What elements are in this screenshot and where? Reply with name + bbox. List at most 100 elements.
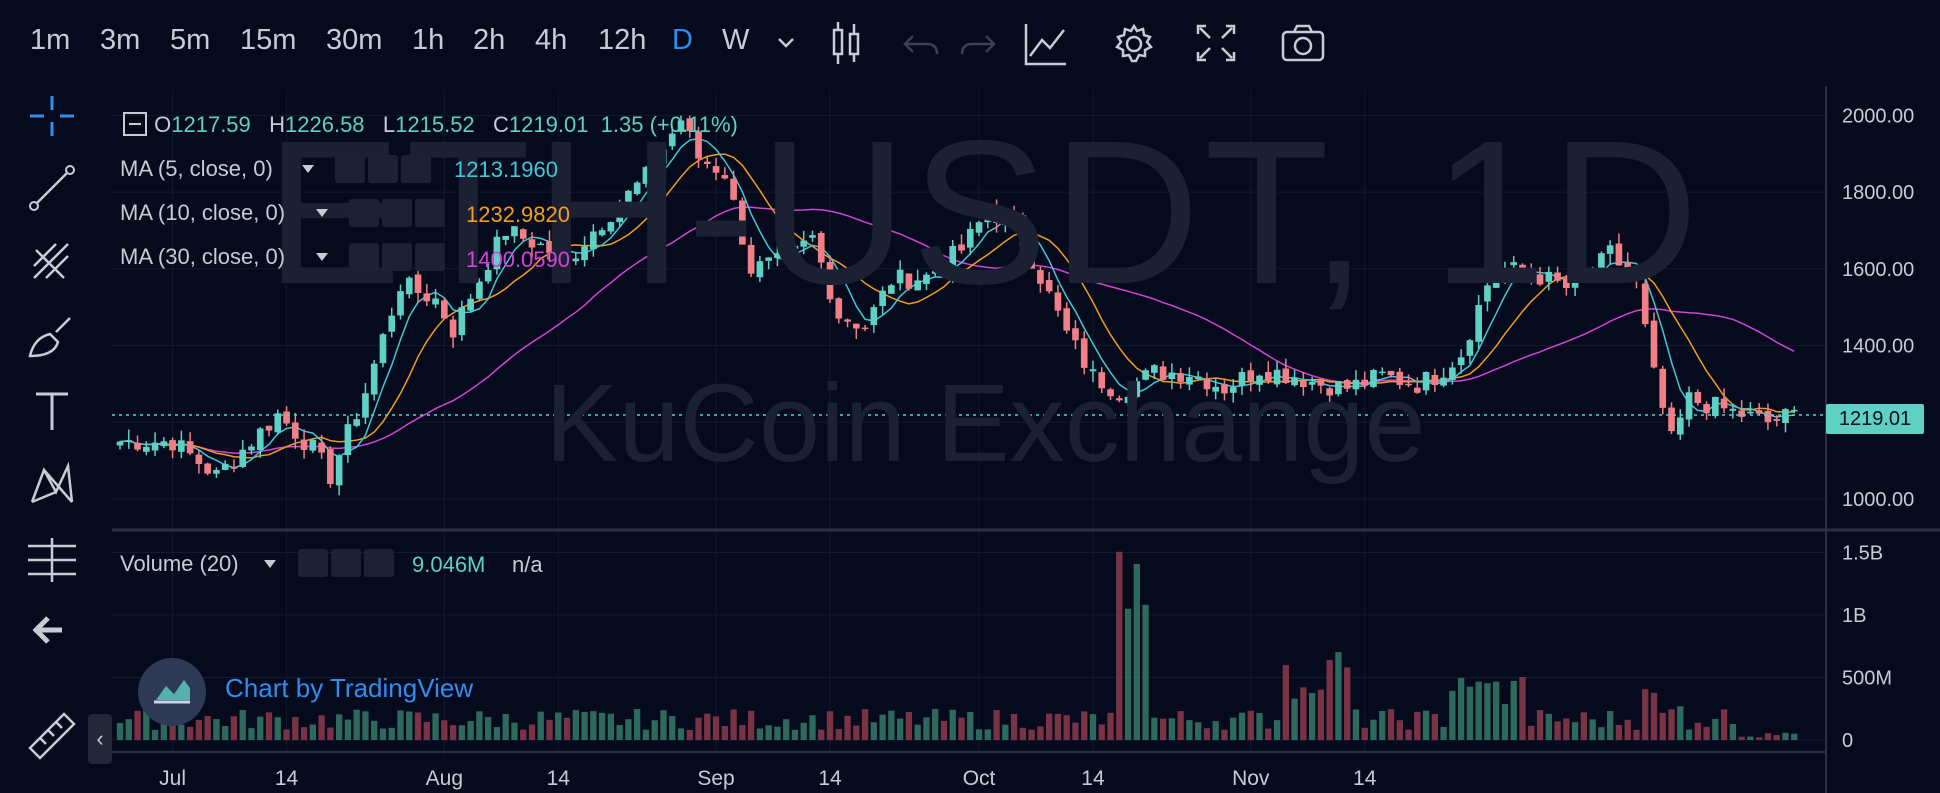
volume-bar — [1116, 551, 1123, 740]
close-icon[interactable] — [415, 199, 445, 227]
volume-bar — [1466, 686, 1474, 740]
ma5-value: 1213.1960 — [454, 157, 558, 182]
volume-bar — [993, 710, 1000, 740]
tradingview-logo-icon[interactable] — [138, 658, 206, 726]
timeframe-d[interactable]: D — [672, 24, 693, 56]
eye-icon[interactable] — [335, 155, 365, 183]
line-chart-icon[interactable] — [1020, 14, 1072, 72]
chevron-down-icon[interactable] — [314, 251, 330, 263]
price-tick-label: 1400.00 — [1842, 336, 1914, 358]
ma10-label[interactable]: MA (10, close, 0) — [120, 200, 286, 225]
timeframe-4h[interactable]: 4h — [535, 24, 568, 56]
pitchfork-icon[interactable] — [22, 232, 82, 288]
tradingview-link[interactable]: Chart by TradingView — [225, 673, 474, 703]
candle-body — [379, 334, 387, 364]
chevron-down-icon[interactable] — [300, 163, 316, 175]
candle-body — [1466, 340, 1474, 356]
ma30-label[interactable]: MA (30, close, 0) — [120, 244, 286, 269]
candle-body — [1457, 357, 1465, 366]
redo-icon[interactable] — [952, 14, 1004, 72]
volume-bar — [1177, 711, 1184, 740]
close-icon[interactable] — [415, 243, 445, 271]
volume-bar — [1054, 713, 1062, 740]
eye-icon[interactable] — [349, 199, 379, 227]
text-icon[interactable] — [22, 382, 82, 438]
candle-body — [1738, 410, 1745, 417]
candle-body — [344, 424, 352, 456]
back-arrow-icon[interactable] — [22, 602, 82, 658]
timeframe-w[interactable]: W — [722, 24, 750, 56]
volume-bar — [1221, 729, 1228, 740]
volume-bar — [248, 728, 255, 740]
ma5-label[interactable]: MA (5, close, 0) — [120, 156, 273, 181]
gear-icon[interactable] — [368, 155, 398, 183]
candle-body — [1291, 378, 1298, 386]
timeframe-12h[interactable]: 12h — [598, 24, 647, 56]
candle-body — [1703, 404, 1710, 414]
gear-icon[interactable] — [1108, 14, 1160, 72]
eye-icon[interactable] — [349, 243, 379, 271]
candle-body — [458, 307, 466, 336]
volume-bar — [116, 722, 124, 740]
close-icon[interactable] — [401, 155, 431, 183]
timeframe-3m[interactable]: 3m — [100, 24, 141, 56]
candles-icon[interactable] — [820, 14, 872, 72]
volume-bar — [1484, 683, 1491, 740]
candle-body — [1712, 396, 1719, 417]
timeframe-5m[interactable]: 5m — [170, 24, 211, 56]
volume-bar — [1019, 727, 1027, 740]
chevron-down-icon[interactable] — [775, 32, 797, 54]
candle-body — [940, 271, 948, 273]
timeframe-1h[interactable]: 1h — [412, 24, 445, 56]
volume-bar — [616, 725, 623, 740]
gear-icon[interactable] — [331, 549, 361, 577]
candle-body — [1247, 370, 1255, 382]
candle-body — [1615, 243, 1623, 266]
volume-bar — [1414, 711, 1421, 740]
volume-bar — [1133, 563, 1140, 740]
close-icon[interactable] — [364, 549, 394, 577]
candle-body — [353, 419, 361, 426]
gear-icon[interactable] — [382, 199, 412, 227]
volume-bar — [397, 710, 404, 740]
candle-body — [625, 190, 632, 203]
measure-icon[interactable] — [22, 532, 82, 588]
volume-bar — [747, 710, 755, 740]
chevron-down-icon[interactable] — [314, 207, 330, 219]
volume-bar — [1081, 711, 1088, 740]
timeframe-2h[interactable]: 2h — [473, 24, 506, 56]
ruler-icon[interactable] — [22, 706, 82, 762]
crosshair-icon[interactable] — [22, 88, 82, 144]
price-tick-label: 1000.00 — [1842, 489, 1914, 511]
volume-bar — [625, 719, 632, 740]
trend-line-icon[interactable] — [22, 160, 82, 216]
volume-bar — [590, 711, 597, 740]
volume-label[interactable]: Volume (20) — [120, 551, 239, 576]
candle-body — [1606, 245, 1614, 254]
candle-body — [765, 257, 772, 261]
candle-body — [1492, 279, 1500, 288]
timeframe-30m[interactable]: 30m — [326, 24, 383, 56]
timeframe-15m[interactable]: 15m — [240, 24, 297, 56]
undo-icon[interactable] — [895, 14, 947, 72]
volume-bar — [485, 717, 492, 740]
eye-icon[interactable] — [298, 549, 328, 577]
gear-icon[interactable] — [382, 243, 412, 271]
collapse-legend-icon[interactable] — [122, 111, 148, 137]
collapse-toolbar-button[interactable]: ‹ — [88, 714, 112, 764]
volume-tick-label: 1B — [1842, 605, 1866, 627]
candle-body — [888, 285, 895, 294]
candle-body — [405, 277, 413, 295]
volume-bar — [1712, 718, 1719, 740]
camera-icon[interactable] — [1277, 14, 1329, 72]
chevron-down-icon[interactable] — [262, 558, 278, 570]
pattern-icon[interactable] — [22, 456, 82, 512]
timeframe-1m[interactable]: 1m — [30, 24, 71, 56]
brush-icon[interactable] — [22, 308, 82, 364]
volume-bar — [230, 716, 238, 740]
fullscreen-icon[interactable] — [1190, 14, 1242, 72]
volume-bar — [1370, 719, 1377, 740]
volume-bar — [896, 718, 904, 740]
candle-body — [230, 467, 238, 469]
